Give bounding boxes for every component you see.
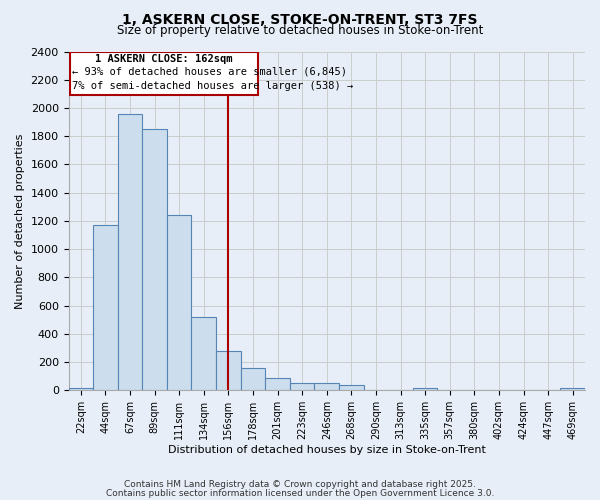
- Bar: [290, 382, 314, 390]
- Bar: [191, 317, 216, 390]
- Title: 1, ASKERN CLOSE, STOKE-ON-TRENT, ST3 7FS
Size of property relative to detached h: 1, ASKERN CLOSE, STOKE-ON-TRENT, ST3 7FS…: [0, 499, 1, 500]
- Bar: [142, 129, 167, 390]
- Bar: [93, 225, 118, 390]
- Bar: [241, 368, 265, 390]
- Text: 1 ASKERN CLOSE: 162sqm: 1 ASKERN CLOSE: 162sqm: [95, 54, 233, 64]
- Text: Size of property relative to detached houses in Stoke-on-Trent: Size of property relative to detached ho…: [117, 24, 483, 37]
- Text: Contains HM Land Registry data © Crown copyright and database right 2025.: Contains HM Land Registry data © Crown c…: [124, 480, 476, 489]
- Bar: [118, 114, 142, 390]
- Bar: [265, 378, 290, 390]
- Bar: [167, 216, 191, 390]
- FancyBboxPatch shape: [70, 52, 258, 96]
- X-axis label: Distribution of detached houses by size in Stoke-on-Trent: Distribution of detached houses by size …: [168, 445, 486, 455]
- Text: 7% of semi-detached houses are larger (538) →: 7% of semi-detached houses are larger (5…: [72, 81, 353, 91]
- Text: 1, ASKERN CLOSE, STOKE-ON-TRENT, ST3 7FS: 1, ASKERN CLOSE, STOKE-ON-TRENT, ST3 7FS: [122, 12, 478, 26]
- Bar: [560, 388, 585, 390]
- Bar: [339, 384, 364, 390]
- Text: ← 93% of detached houses are smaller (6,845): ← 93% of detached houses are smaller (6,…: [72, 67, 347, 77]
- Y-axis label: Number of detached properties: Number of detached properties: [15, 133, 25, 308]
- Bar: [68, 388, 93, 390]
- Bar: [216, 351, 241, 391]
- Bar: [314, 384, 339, 390]
- Bar: [413, 388, 437, 390]
- Text: Contains public sector information licensed under the Open Government Licence 3.: Contains public sector information licen…: [106, 488, 494, 498]
